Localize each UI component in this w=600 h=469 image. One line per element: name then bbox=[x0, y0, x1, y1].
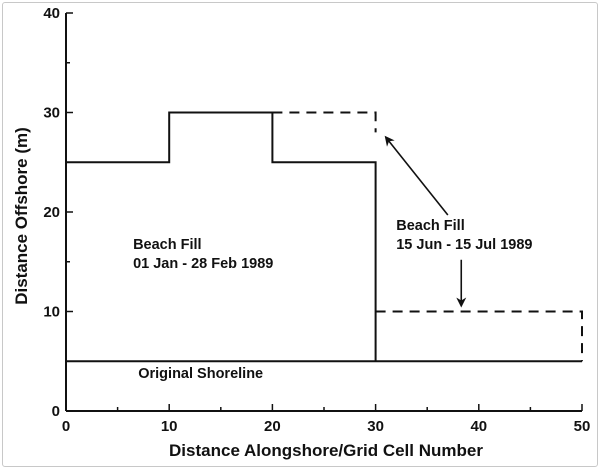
y-axis-title: Distance Offshore (m) bbox=[12, 127, 31, 305]
x-tick-label: 20 bbox=[264, 418, 281, 435]
series-line-1 bbox=[66, 111, 377, 362]
labels: 0 10 20 30 40 50 0 10 20 30 40 Distance Alongshore/… bbox=[12, 5, 590, 460]
annotation-fill2-line-2: 15 Jun - 15 Jul 1989 bbox=[396, 237, 532, 253]
annotation-fill1-line-2: 01 Jan - 28 Feb 1989 bbox=[133, 256, 273, 272]
y-tick-label: 10 bbox=[43, 304, 60, 321]
x-tick-label: 0 bbox=[62, 418, 70, 435]
x-tick-label: 30 bbox=[367, 418, 384, 435]
x-tick-label: 50 bbox=[574, 418, 591, 435]
x-tick-label: 10 bbox=[161, 418, 178, 435]
y-tick-label: 20 bbox=[43, 204, 60, 221]
axes bbox=[65, 12, 583, 412]
plot-area bbox=[66, 111, 583, 363]
annotation-arrow-1 bbox=[384, 135, 449, 216]
series-line-2 bbox=[272, 111, 377, 133]
annotation-fill1-line-1: Beach Fill bbox=[133, 237, 202, 253]
y-tick-label: 40 bbox=[43, 5, 60, 22]
x-axis-title: Distance Alongshore/Grid Cell Number bbox=[169, 441, 483, 460]
series-line-3 bbox=[375, 310, 583, 362]
y-tick-label: 0 bbox=[52, 403, 60, 420]
annotation-shoreline-line-1: Original Shoreline bbox=[138, 366, 263, 382]
annotation-fill2-line-1: Beach Fill bbox=[396, 218, 465, 234]
y-tick-label: 30 bbox=[43, 105, 60, 122]
x-tick-label: 40 bbox=[470, 418, 487, 435]
